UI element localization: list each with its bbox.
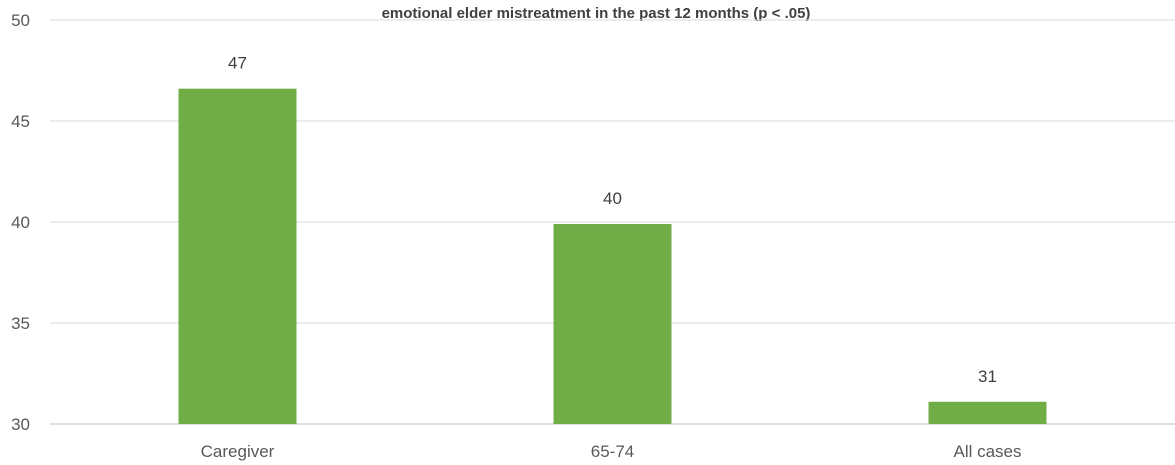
- x-category-label: Caregiver: [201, 442, 275, 461]
- x-axis-categories: Caregiver 65-74 All cases: [201, 442, 1022, 461]
- data-label: 40: [603, 189, 622, 208]
- bar: [553, 224, 672, 424]
- bar: [178, 88, 297, 425]
- data-label: 31: [978, 367, 997, 386]
- bar: [928, 401, 1047, 424]
- y-tick-label: 30: [11, 415, 30, 434]
- bars: [178, 88, 1047, 425]
- y-tick-label: 45: [11, 112, 30, 131]
- x-category-label: All cases: [953, 442, 1021, 461]
- y-axis-ticks: 30 35 40 45 50: [11, 11, 30, 434]
- y-tick-label: 50: [11, 11, 30, 30]
- chart-title: emotional elder mistreatment in the past…: [382, 5, 811, 22]
- data-labels: 47 40 31: [228, 54, 997, 386]
- data-label: 47: [228, 54, 247, 73]
- y-tick-label: 40: [11, 213, 30, 232]
- x-category-label: 65-74: [591, 442, 634, 461]
- y-tick-label: 35: [11, 314, 30, 333]
